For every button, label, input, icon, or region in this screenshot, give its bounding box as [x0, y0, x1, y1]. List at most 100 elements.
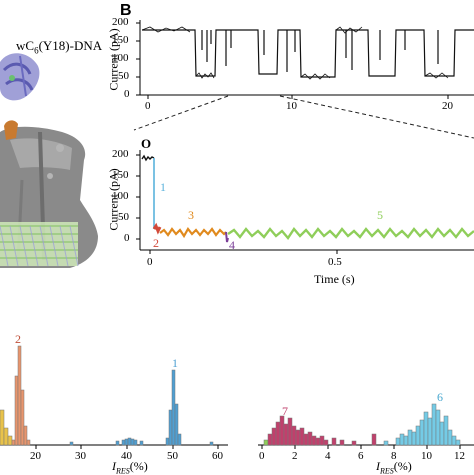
- hist-bar: [307, 431, 313, 446]
- hist-bar: [0, 409, 5, 446]
- trace-open-state: [141, 154, 155, 162]
- hist-bar: [165, 437, 170, 446]
- state-label-2: 2: [153, 236, 159, 250]
- hist-left-xlabel-unit: (%): [129, 459, 148, 473]
- hist-bar: [124, 438, 129, 446]
- state-label-open: O: [141, 136, 152, 151]
- bottom-trace-axes: [136, 150, 474, 254]
- hist-bar: [283, 423, 289, 446]
- bottom-xtick-0: 0: [147, 256, 153, 268]
- top-ytick-0: 0: [124, 88, 130, 100]
- top-ytick-200: 200: [112, 16, 129, 28]
- hist-bar: [407, 429, 413, 446]
- hist-left-xlabel: IRES(%): [112, 459, 148, 475]
- hist-right-peak-label-7: 7: [282, 404, 288, 418]
- state-label-1: 1: [160, 180, 166, 194]
- hist-bar: [303, 433, 309, 446]
- protein-structure-figure: [0, 53, 98, 268]
- panel-b-traces: [133, 20, 474, 254]
- hist-bar: [267, 433, 273, 446]
- hist-right-xlabel-subscript: RES: [380, 466, 394, 475]
- top-xtick-10: 10: [286, 100, 297, 112]
- hist-bar: [435, 409, 441, 446]
- construct-name: wC: [16, 38, 35, 53]
- hist-bar: [20, 389, 25, 446]
- hist-bar: [287, 417, 293, 446]
- state-label-3: 3: [188, 208, 194, 222]
- lipid-bilayer-illustration: [0, 222, 79, 267]
- hist-bar: [271, 427, 277, 446]
- bottom-xtick-0-5: 0.5: [328, 256, 342, 268]
- panel-a: wC6(Y18)-DNA: [0, 0, 135, 275]
- state-label-4: 4: [229, 238, 235, 252]
- hist-bar: [69, 441, 74, 446]
- hist-bar: [331, 437, 337, 446]
- hist-left-peak-label-1: 1: [172, 356, 178, 370]
- bottom-ytick-50: 50: [118, 211, 129, 223]
- hist-bar: [139, 440, 144, 446]
- hist-left-xlabel-symbol: I: [112, 459, 116, 473]
- hist-bar: [419, 419, 425, 446]
- hist-right-xtick-6: 6: [358, 450, 364, 462]
- hist-bar: [403, 435, 409, 446]
- hist-left-xtick-40: 40: [121, 450, 132, 462]
- bottom-ytick-200: 200: [112, 148, 129, 160]
- top-current-trace: [141, 26, 474, 80]
- right-histogram: [258, 403, 474, 449]
- hist-bar: [168, 409, 173, 446]
- bottom-ytick-0: 0: [124, 232, 130, 244]
- bottom-xlabel: Time (s): [314, 272, 355, 286]
- hist-right-xtick-4: 4: [325, 450, 331, 462]
- hist-bar: [174, 403, 179, 446]
- hist-bar: [275, 421, 281, 446]
- hist-right-xlabel-unit: (%): [393, 459, 412, 473]
- hist-left-peak-label-2: 2: [15, 332, 21, 346]
- hist-bar: [395, 437, 401, 446]
- hist-right-xlabel-symbol: I: [376, 459, 380, 473]
- hist-bar: [133, 439, 138, 446]
- hist-bar: [171, 369, 176, 446]
- hist-bar: [383, 440, 389, 446]
- hist-bar: [311, 435, 317, 446]
- bottom-current-trace: [141, 154, 474, 243]
- top-xtick-20: 20: [442, 100, 453, 112]
- hist-bar: [279, 415, 285, 446]
- hist-right-xtick-10: 10: [421, 450, 432, 462]
- hist-bar: [3, 427, 9, 446]
- hist-bar: [291, 425, 297, 446]
- hist-right-xtick-12: 12: [454, 450, 465, 462]
- trace-state-4: [225, 231, 229, 243]
- top-trace-axes: [136, 20, 474, 99]
- hist-right-xlabel: IRES(%): [376, 459, 412, 475]
- hist-bar: [411, 431, 417, 446]
- hist-bar: [351, 440, 357, 446]
- protein-ribbon-illustration: [0, 53, 40, 101]
- hist-bar: [263, 439, 269, 446]
- panel-a-label: wC6(Y18)-DNA: [16, 38, 102, 56]
- hist-bar: [439, 421, 445, 446]
- hist-bar: [17, 345, 22, 446]
- hist-right-xtick-2: 2: [292, 450, 298, 462]
- trace-state-5: [227, 227, 474, 240]
- hist-bar: [415, 425, 421, 446]
- hist-bar: [11, 439, 16, 446]
- hist-bar: [7, 435, 13, 446]
- hist-bar: [319, 435, 325, 446]
- hist-bar: [451, 435, 457, 446]
- hist-bar: [209, 441, 214, 446]
- state-label-5: 5: [377, 208, 383, 222]
- hist-bar: [427, 417, 433, 446]
- hist-right-peak-label-6: 6: [437, 390, 443, 404]
- panel-b-letter: B: [120, 2, 132, 19]
- left-histogram: [0, 345, 228, 449]
- hist-bar: [127, 437, 132, 446]
- top-ytick-50: 50: [118, 70, 129, 82]
- hist-bar: [431, 403, 437, 446]
- hist-bar: [443, 415, 449, 446]
- hist-bar: [121, 439, 126, 446]
- hist-bar: [399, 433, 405, 446]
- hist-left-xtick-50: 50: [167, 450, 178, 462]
- hist-right-xtick-0: 0: [259, 450, 265, 462]
- top-ytick-100: 100: [112, 52, 129, 64]
- trace-state-3: [159, 227, 227, 239]
